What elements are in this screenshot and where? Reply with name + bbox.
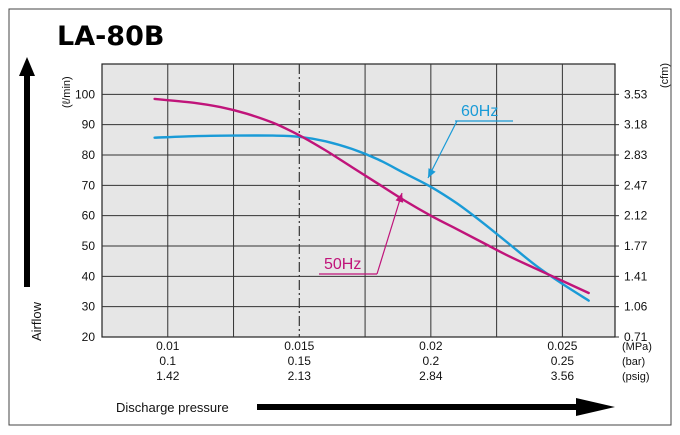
y-tick-label-left: 50 bbox=[82, 239, 96, 253]
callout-60hz-arrowhead bbox=[428, 168, 436, 178]
callout-50hz-arrowhead bbox=[395, 193, 404, 203]
x-tick-label: 0.25 bbox=[551, 354, 575, 368]
y-tick-label-left: 20 bbox=[82, 330, 96, 344]
x-unit-label: (psig) bbox=[622, 371, 650, 383]
pressure-arrow-head bbox=[576, 398, 615, 416]
series-callouts: 60Hz 50Hz bbox=[319, 103, 513, 275]
x-tick-label: 1.42 bbox=[156, 369, 180, 383]
y-tick-label-left: 100 bbox=[75, 87, 95, 101]
airflow-arrow-shaft bbox=[24, 75, 30, 287]
x-tick-label: 0.1 bbox=[159, 354, 176, 368]
plot-background bbox=[101, 63, 616, 338]
y-tick-label-right: 1.77 bbox=[624, 239, 648, 253]
series-line-60hz bbox=[153, 134, 590, 302]
x-tick-label: 2.84 bbox=[419, 369, 443, 383]
figure-frame bbox=[8, 8, 672, 426]
x-tick-label: 0.025 bbox=[547, 339, 577, 353]
x-tick-label: 0.15 bbox=[288, 354, 312, 368]
tick-labels: 20 0.71 30 1.06 40 1.41 50 1.77 60 2.12 70 2.47 80 2.… bbox=[75, 87, 652, 383]
plot-area bbox=[101, 63, 616, 338]
y-tick-label-right: 1.06 bbox=[624, 300, 648, 314]
x-tick-label: 2.13 bbox=[288, 369, 312, 383]
y-tick-label-left: 90 bbox=[82, 118, 96, 132]
callout-50hz-leader bbox=[376, 192, 403, 275]
grid-lines bbox=[102, 64, 619, 338]
y-unit-left: (ℓ/min) bbox=[61, 76, 73, 108]
chart-title: LA-80B bbox=[57, 21, 164, 52]
y-tick-label-right: 0.71 bbox=[624, 330, 648, 344]
pressure-arrow-shaft bbox=[257, 404, 579, 410]
y-tick-label-right: 2.47 bbox=[624, 178, 648, 192]
x-tick-label: 0.2 bbox=[423, 354, 440, 368]
y-unit-right: (cfm) bbox=[659, 63, 671, 88]
x-tick-label: 0.01 bbox=[156, 339, 180, 353]
x-tick-label: 0.015 bbox=[284, 339, 314, 353]
series-line-50hz bbox=[153, 97, 590, 295]
y-tick-label-right: 2.83 bbox=[624, 148, 648, 162]
y-axis-label: Airflow bbox=[29, 301, 44, 341]
x-tick-label: 0.02 bbox=[419, 339, 443, 353]
x-axis-label: Discharge pressure bbox=[116, 400, 229, 415]
x-unit-label: (MPa) bbox=[622, 341, 652, 353]
airflow-arrow-head bbox=[19, 57, 35, 76]
callout-60hz-leader bbox=[427, 120, 458, 179]
y-tick-label-left: 70 bbox=[82, 178, 96, 192]
y-tick-label-left: 40 bbox=[82, 269, 96, 283]
y-tick-label-right: 2.12 bbox=[624, 209, 648, 223]
y-tick-label-left: 60 bbox=[82, 209, 96, 223]
y-tick-label-right: 3.53 bbox=[624, 87, 648, 101]
curves bbox=[153, 97, 590, 302]
x-tick-label: 3.56 bbox=[551, 369, 575, 383]
x-unit-label: (bar) bbox=[622, 356, 645, 368]
callout-60hz-label: 60Hz bbox=[461, 103, 498, 120]
y-tick-label-right: 3.18 bbox=[624, 118, 648, 132]
y-tick-label-left: 30 bbox=[82, 300, 96, 314]
y-tick-label-right: 1.41 bbox=[624, 269, 648, 283]
y-tick-label-left: 80 bbox=[82, 148, 96, 162]
callout-50hz-label: 50Hz bbox=[324, 256, 361, 273]
